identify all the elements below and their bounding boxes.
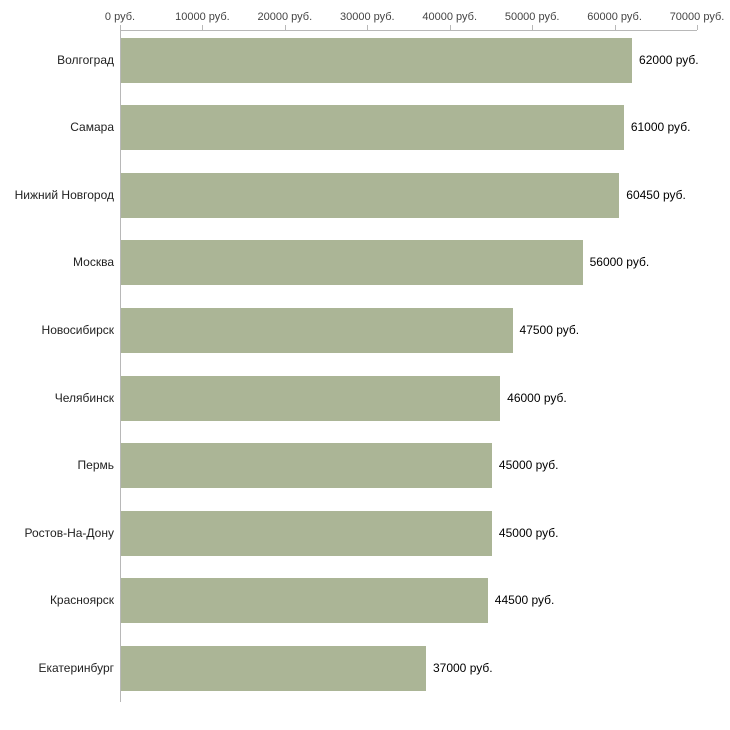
bar-category-label: Москва [73,255,114,270]
bar [121,37,633,83]
bar [121,240,583,286]
x-tick-label: 10000 руб. [175,11,230,23]
x-tick-mark [697,25,698,30]
x-axis-line [120,30,697,31]
bar [121,172,620,218]
x-tick-label: 60000 руб. [587,11,642,23]
bar [121,510,492,556]
x-tick-mark [120,25,121,30]
bar-value-label: 62000 руб. [639,52,699,67]
x-tick-label: 50000 руб. [504,11,560,23]
bar-value-label: 46000 руб. [507,390,567,405]
bar-category-label: Новосибирск [41,322,114,337]
bar-value-label: 56000 руб. [589,255,650,270]
bar [121,375,501,421]
bar-value-label: 37000 руб. [432,660,493,675]
x-tick-label: 0 руб. [104,11,136,23]
x-tick-label: 70000 руб. [669,11,725,23]
x-tick-mark [284,25,286,30]
bar [121,578,488,624]
bar-value-label: 45000 руб. [498,458,559,473]
x-tick-mark [202,25,204,30]
bar-value-label: 60450 руб. [626,187,686,202]
bar-category-label: Челябинск [54,390,114,405]
bar-category-label: Ростов-На-Дону [24,525,114,540]
bar [121,105,624,151]
bar-category-label: Нижний Новгород [14,187,114,202]
x-tick-mark [532,25,534,30]
x-tick-mark [449,25,451,30]
bar-category-label: Самара [70,120,114,135]
bar-category-label: Пермь [77,458,114,473]
x-tick-label: 30000 руб. [339,11,395,23]
bar-category-label: Екатеринбург [38,660,115,675]
bar-value-label: 45000 руб. [498,525,559,540]
x-tick-mark [614,25,616,30]
bar-value-label: 61000 руб. [630,120,691,135]
x-tick-label: 20000 руб. [257,11,313,23]
bar-category-label: Волгоград [57,52,114,67]
bar [121,307,513,353]
bar [121,645,426,691]
bar-category-label: Красноярск [49,593,114,608]
x-tick-mark [367,25,369,30]
bar-value-label: 44500 руб. [494,593,555,608]
bar [121,443,492,489]
x-tick-label: 40000 руб. [422,11,478,23]
y-axis-line [120,30,121,702]
bar-value-label: 47500 руб. [519,322,580,337]
